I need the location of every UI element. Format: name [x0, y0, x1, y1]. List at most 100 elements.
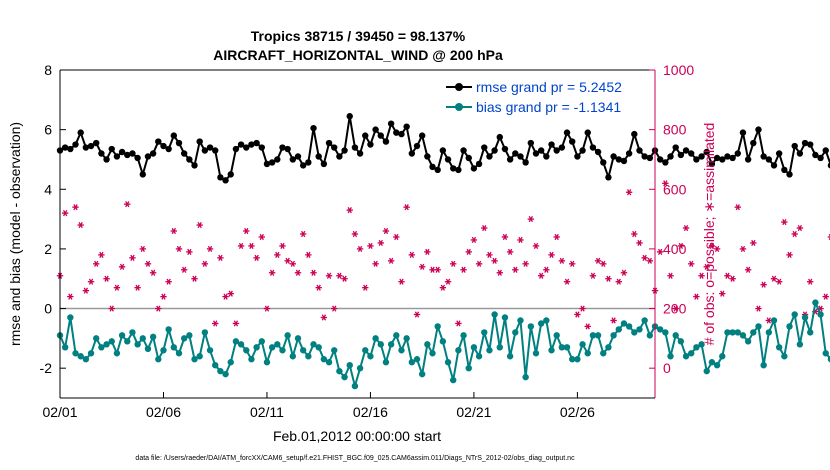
rmse-point [196, 138, 203, 145]
rmse-point [139, 171, 146, 178]
bias-point [543, 317, 550, 324]
obs-count-point [631, 230, 638, 238]
obs-count-point [108, 305, 115, 312]
obs-count-point [713, 245, 721, 253]
obs-asterisk-stroke [63, 210, 68, 217]
rmse-point [770, 162, 778, 169]
obs-asterisk-stroke [539, 272, 544, 279]
rmse-point [341, 147, 348, 154]
bias-point [61, 344, 69, 351]
bias-point [149, 333, 157, 341]
bias-point [460, 332, 467, 339]
rmse-point [393, 129, 400, 136]
obs-count-point [558, 257, 566, 264]
rmse-point [274, 156, 281, 163]
obs-count-point [72, 204, 79, 211]
obs-count-point [693, 293, 700, 300]
obs-asterisk-stroke [482, 224, 487, 232]
rmse-point [351, 144, 359, 151]
bias-point [165, 326, 172, 333]
obs-asterisk-stroke [373, 260, 378, 267]
obs-asterisk-stroke [518, 236, 523, 244]
bias-point [403, 335, 410, 342]
obs-asterisk-stroke [575, 311, 580, 318]
obs-asterisk-stroke [88, 278, 94, 285]
obs-count-point [677, 242, 685, 250]
rmse-point [315, 153, 322, 160]
x-tick-label: 02/11 [250, 404, 284, 420]
obs-count-point [641, 254, 648, 261]
obs-asterisk-stroke [570, 260, 575, 267]
bias-point [724, 329, 731, 336]
obs-asterisk-stroke [135, 284, 140, 291]
rmse-point [134, 154, 141, 162]
rmse-point [77, 129, 84, 136]
rmse-point [724, 153, 731, 160]
bias-point [558, 344, 566, 351]
rmse-point [118, 148, 126, 156]
obs-count-point [682, 224, 690, 232]
obs-asterisk-stroke [321, 314, 327, 321]
obs-count-point [144, 260, 152, 267]
obs-asterisk-stroke [678, 242, 684, 250]
obs-asterisk-stroke [673, 305, 678, 312]
bias-point [812, 299, 819, 306]
rmse-point [201, 147, 209, 154]
obs-count-point [103, 275, 110, 282]
bias-point [553, 332, 560, 339]
obs-count-point [294, 269, 302, 276]
obs-count-point [770, 275, 778, 282]
obs-count-point [248, 242, 255, 250]
obs-count-point [325, 272, 333, 279]
rmse-point [258, 144, 265, 151]
obs-count-point [372, 260, 379, 267]
bias-point [98, 344, 105, 351]
rmse-point [155, 138, 162, 145]
bias-point [201, 329, 209, 336]
rmse-point [481, 144, 488, 151]
obs-asterisk-stroke [264, 305, 270, 312]
obs-count-point [579, 305, 586, 312]
rmse-point [579, 147, 586, 154]
bias-point [87, 350, 95, 357]
x-tick-label: 02/21 [456, 404, 491, 420]
bias-point [315, 344, 322, 351]
obs-asterisk-stroke [451, 260, 456, 267]
rmse-point [775, 150, 783, 157]
obs-asterisk-stroke [621, 269, 627, 276]
rmse-point [646, 154, 654, 162]
rmse-point [822, 147, 829, 154]
rmse-point [543, 153, 550, 160]
rmse-point [98, 150, 105, 157]
obs-asterisk-stroke [559, 257, 565, 264]
obs-asterisk-stroke [616, 278, 621, 285]
data-file-footer: data file: /Users/raeder/DAI/ATM_forcXX/… [135, 455, 575, 462]
obs-asterisk-stroke [606, 275, 611, 282]
obs-asterisk-stroke [383, 227, 389, 235]
rmse-point [455, 166, 462, 174]
rmse-point [786, 171, 793, 178]
bias-point [294, 335, 302, 342]
obs-asterisk-stroke [280, 242, 285, 250]
bias-point [827, 356, 830, 363]
bias-point [765, 329, 773, 336]
obs-count-point [450, 260, 457, 267]
obs-asterisk-stroke [311, 269, 316, 276]
obs-count-point [191, 275, 198, 282]
rmse-point [465, 154, 472, 162]
obs-count-point [522, 260, 529, 267]
obs-asterisk-stroke [761, 281, 766, 288]
obs-count-point [393, 233, 400, 241]
obs-count-point [501, 233, 509, 241]
bias-point [646, 332, 654, 339]
obs-count-point [594, 257, 602, 264]
bias-point [284, 332, 291, 339]
bias-point [775, 344, 783, 351]
bias-point [129, 329, 136, 336]
obs-count-point [822, 293, 829, 300]
bias-point [708, 359, 716, 366]
rmse-point [206, 144, 214, 151]
bias-point [191, 356, 198, 363]
obs-asterisk-stroke [626, 189, 632, 196]
obs-count-series [56, 180, 830, 330]
